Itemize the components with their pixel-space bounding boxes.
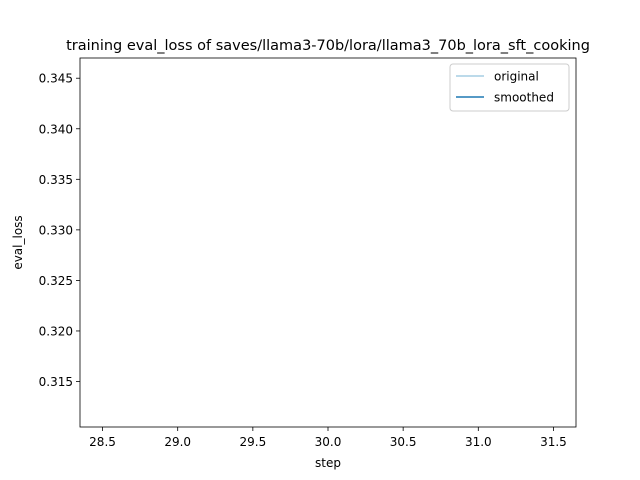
x-tick-label: 30.0 xyxy=(315,435,342,449)
x-tick-label: 29.5 xyxy=(239,435,266,449)
y-tick-label: 0.345 xyxy=(39,72,73,86)
y-axis-label: eval_loss xyxy=(11,215,25,269)
x-tick-label: 31.5 xyxy=(540,435,567,449)
y-axis-ticks: 0.315 0.320 0.325 0.330 0.335 0.340 0.345 xyxy=(39,72,80,389)
legend-label-original: original xyxy=(494,70,539,84)
y-tick-label: 0.315 xyxy=(39,375,73,389)
y-tick-label: 0.325 xyxy=(39,274,73,288)
legend: original smoothed xyxy=(449,63,570,112)
plot-area xyxy=(79,57,577,428)
y-tick-label: 0.330 xyxy=(39,223,73,237)
x-axis-ticks: 28.5 29.0 29.5 30.0 30.5 31.0 31.5 xyxy=(89,427,567,449)
chart-title: training eval_loss of saves/llama3-70b/l… xyxy=(66,38,590,54)
y-tick-label: 0.335 xyxy=(39,173,73,187)
axes-background xyxy=(80,58,576,427)
y-tick-label: 0.320 xyxy=(39,324,73,338)
x-tick-label: 28.5 xyxy=(89,435,116,449)
y-tick-label: 0.340 xyxy=(39,122,73,136)
x-tick-label: 30.5 xyxy=(390,435,417,449)
x-tick-label: 31.0 xyxy=(465,435,492,449)
x-axis-label: step xyxy=(315,456,341,470)
legend-label-smoothed: smoothed xyxy=(494,91,554,105)
x-tick-label: 29.0 xyxy=(164,435,191,449)
